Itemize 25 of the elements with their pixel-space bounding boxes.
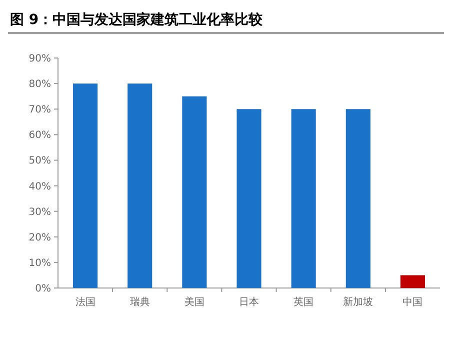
y-tick-label: 50%	[28, 156, 51, 167]
bar	[236, 109, 262, 288]
x-tick-label: 中国	[402, 296, 423, 308]
bar	[128, 84, 152, 288]
x-tick-label: 英国	[294, 296, 314, 308]
bar	[182, 96, 207, 288]
x-tick-label: 美国	[184, 296, 204, 308]
y-tick-label: 60%	[28, 130, 51, 142]
bar	[400, 275, 425, 288]
y-tick-label: 10%	[28, 258, 51, 269]
y-tick-label: 0%	[35, 284, 51, 294]
x-tick-label: 瑞典	[130, 296, 150, 308]
bar	[73, 84, 98, 288]
x-tick-label: 日本	[239, 296, 259, 308]
chart-title: 图 9：中国与发达国家建筑工业化率比较	[10, 11, 264, 28]
y-tick-label: 80%	[28, 79, 51, 90]
x-tick-label: 新加坡	[343, 296, 374, 308]
y-tick-label: 70%	[28, 104, 51, 116]
bar	[346, 109, 370, 288]
y-tick-label: 90%	[28, 54, 51, 64]
y-tick-label: 20%	[28, 232, 51, 244]
x-tick-label: 法国	[75, 296, 96, 308]
y-tick-label: 40%	[28, 181, 51, 192]
bar	[291, 109, 316, 288]
y-tick-label: 30%	[28, 206, 51, 218]
